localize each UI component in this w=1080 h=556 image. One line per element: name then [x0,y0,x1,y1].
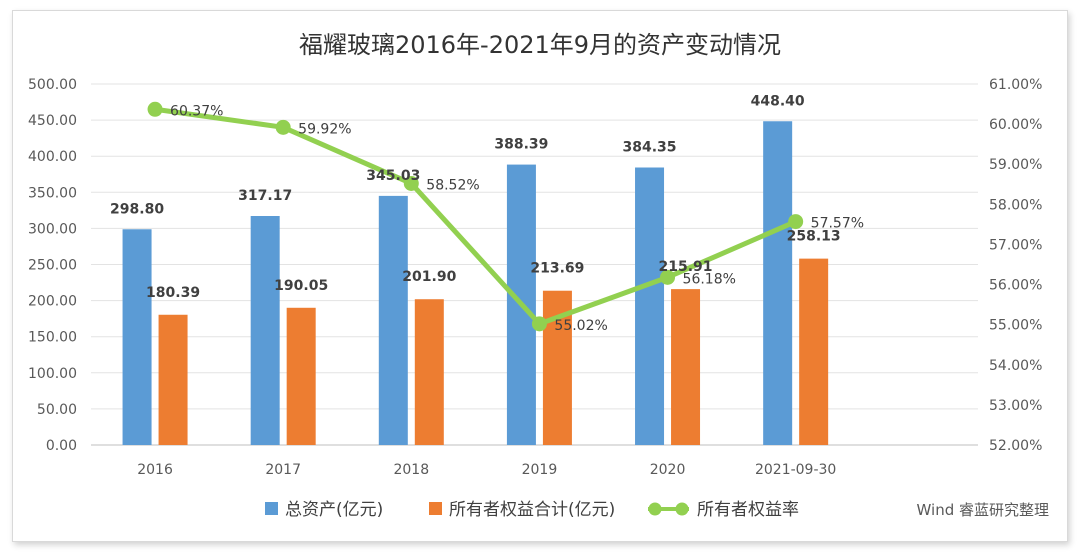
left-tick-label: 450.00 [28,113,77,129]
left-tick-label: 350.00 [28,185,77,201]
right-tick-label: 59.00% [989,157,1042,173]
ratio-point [531,316,547,332]
bar-label-equity: 213.69 [530,261,584,277]
bars [122,121,829,446]
ratio-label: 58.52% [426,177,479,193]
ratio-point [147,101,163,117]
x-axis-ticks: 2016 2017 2018 2019 2020 2021-09-30 [137,462,836,478]
x-tick-label: 2020 [650,462,686,478]
right-tick-label: 54.00% [989,358,1042,374]
left-tick-label: 300.00 [28,221,77,237]
chart-frame: 福耀玻璃2016年-2021年9月的资产变动情况 0.00 50.00 100.00… [12,10,1068,542]
ratio-point [403,175,419,191]
left-tick-label: 0.00 [46,438,77,454]
bar-equity [799,258,829,445]
ratio-label: 59.92% [298,121,351,137]
left-tick-label: 50.00 [37,402,77,418]
right-tick-label: 61.00% [989,77,1042,93]
right-tick-label: 60.00% [989,117,1042,133]
left-tick-label: 100.00 [28,366,77,382]
x-tick-label: 2016 [137,462,173,478]
legend: 总资产(亿元) 所有者权益合计(亿元) 所有者权益率 [265,500,799,520]
legend-swatch-equity [429,502,442,515]
left-tick-label: 500.00 [28,77,77,93]
x-tick-label: 2018 [393,462,429,478]
legend-label-equity: 所有者权益合计(亿元) [449,500,615,520]
x-tick-label: 2017 [265,462,301,478]
legend-label-ratio: 所有者权益率 [697,500,799,520]
bar-label-total-assets: 384.35 [623,139,677,155]
legend-marker-ratio-2 [675,502,689,516]
bar-label-total-assets: 317.17 [238,188,292,204]
right-tick-label: 52.00% [989,438,1042,454]
chart-title: 福耀玻璃2016年-2021年9月的资产变动情况 [299,31,781,59]
right-tick-label: 53.00% [989,398,1042,414]
ratio-line-path [154,106,797,327]
ratio-point [275,119,291,135]
right-tick-label: 58.00% [989,197,1042,213]
bar-total-assets [122,229,152,445]
left-axis-ticks: 0.00 50.00 100.00 150.00 200.00 250.00 300.00 3… [28,77,77,454]
right-tick-label: 57.00% [989,237,1042,253]
bar-label-total-assets: 448.40 [751,93,805,109]
bar-equity [286,307,316,445]
ratio-point [660,269,676,285]
left-tick-label: 200.00 [28,294,77,310]
left-tick-label: 400.00 [28,149,77,165]
right-tick-label: 55.00% [989,318,1042,334]
legend-marker-ratio [648,502,662,516]
bar-equity [414,299,444,445]
bar-label-equity: 190.05 [274,278,328,294]
data-labels: 298.80 180.39 317.17 190.05 345.03 201.90 388.… [110,93,864,334]
bar-total-assets [635,167,665,445]
bar-equity [158,314,188,445]
bar-label-equity: 180.39 [146,285,200,301]
ratio-label: 57.57% [811,216,864,232]
x-tick-label: 2021-09-30 [755,462,836,478]
ratio-point [788,214,804,230]
ratio-label: 55.02% [554,318,607,334]
bar-label-equity: 201.90 [402,269,456,285]
chart-svg: 福耀玻璃2016年-2021年9月的资产变动情况 0.00 50.00 100.00… [28,31,1049,520]
legend-swatch-total-assets [265,502,278,515]
bar-label-equity: 215.91 [659,259,713,275]
ratio-label: 60.37% [170,103,223,119]
right-tick-label: 56.00% [989,278,1042,294]
bar-label-total-assets: 388.39 [494,137,548,153]
ratio-label: 56.18% [683,271,736,287]
bar-label-total-assets: 298.80 [110,201,164,217]
bar-total-assets [763,121,793,446]
bar-total-assets [250,216,280,445]
left-tick-label: 250.00 [28,258,77,274]
x-tick-label: 2019 [522,462,558,478]
bar-equity [671,289,701,445]
left-tick-label: 150.00 [28,330,77,346]
ratio-line [147,101,804,332]
bar-label-equity: 258.13 [787,229,841,245]
bar-total-assets [378,195,408,445]
legend-label-total-assets: 总资产(亿元) [285,500,383,520]
bar-label-total-assets: 345.03 [366,168,420,184]
source-note: Wind 睿蓝研究整理 [917,501,1049,519]
right-axis-ticks: 52.00% 53.00% 54.00% 55.00% 56.00% 57.00% 58.0… [989,77,1042,454]
